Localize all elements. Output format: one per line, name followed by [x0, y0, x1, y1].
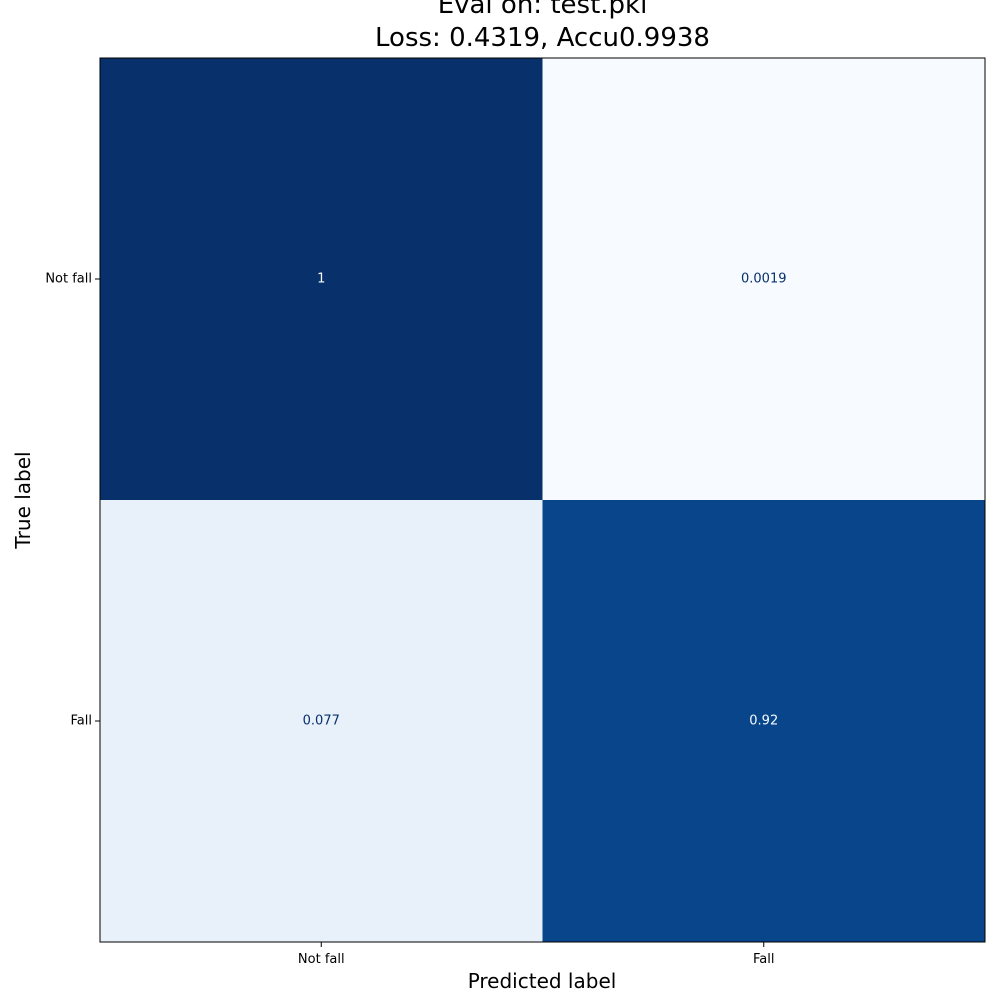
chart-title-line-1: Eval on: test.pkl: [437, 0, 648, 20]
chart-title-line-2: Loss: 0.4319, Accu0.9938: [375, 23, 710, 53]
heatmap-cell-r0-c1: [542, 58, 986, 501]
heatmap-value-labels: 1 0.0019 0.077 0.92: [303, 272, 787, 729]
x-axis-label: Predicted label: [468, 969, 617, 993]
cell-value-label-r1-c1: 0.92: [749, 714, 778, 729]
plot-frame: [99, 57, 986, 943]
heatmap-cell-r1-c0: [100, 500, 543, 943]
x-tick-label: Fall: [753, 952, 774, 967]
heatmap-cell-r0-c0: [100, 58, 543, 501]
y-axis-ticks: Not fall Fall: [45, 272, 100, 729]
y-tick-label: Not fall: [45, 272, 92, 287]
heatmap-cells: [100, 58, 986, 943]
cell-value-label-r1-c0: 0.077: [303, 714, 340, 729]
y-axis-label: True label: [11, 451, 35, 549]
x-axis-ticks: Not fall Fall: [298, 942, 774, 967]
x-tick-label: Not fall: [298, 952, 345, 967]
cell-value-label-r0-c0: 1: [317, 272, 325, 287]
cell-value-label-r0-c1: 0.0019: [741, 272, 787, 287]
y-tick-label: Fall: [71, 714, 92, 729]
heatmap-cell-r1-c1: [542, 500, 986, 943]
